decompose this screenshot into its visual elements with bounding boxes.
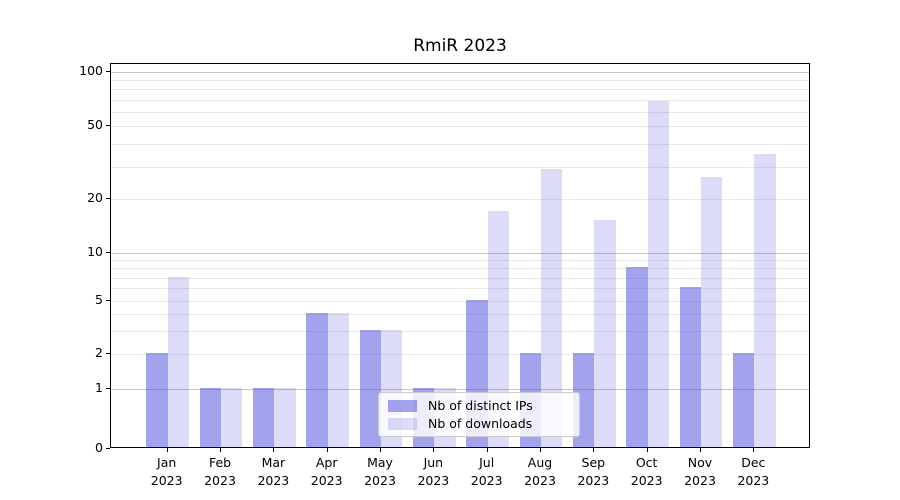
x-axis-tick	[700, 448, 701, 452]
bar-downloads	[541, 168, 563, 447]
x-axis-tick	[486, 448, 488, 452]
x-tick-label: Dec 2023	[737, 455, 770, 488]
legend-label: Nb of distinct IPs	[428, 397, 533, 413]
legend: Nb of distinct IPs Nb of downloads	[378, 392, 580, 437]
bar-downloads	[487, 210, 510, 447]
bar-downloads	[221, 388, 243, 447]
gridline-minor	[111, 288, 809, 290]
bar-distinct-ips	[146, 353, 168, 447]
gridline-minor	[111, 199, 809, 201]
gridline-minor	[111, 126, 809, 128]
legend-swatch-distinct-ips	[388, 399, 417, 412]
x-tick-label: Nov 2023	[684, 455, 716, 488]
gridline-minor	[111, 99, 809, 101]
bar-distinct-ips	[306, 312, 328, 447]
bar-downloads	[754, 153, 776, 447]
bar-downloads	[274, 388, 296, 447]
y-axis-tick	[106, 448, 110, 449]
x-tick-label: Oct 2023	[630, 455, 663, 488]
x-axis-tick	[220, 448, 222, 452]
gridline-major	[111, 389, 809, 391]
gridline-minor	[111, 80, 809, 82]
y-tick-label: 10	[87, 243, 103, 259]
x-axis-tick	[593, 448, 595, 452]
bar-distinct-ips	[732, 353, 755, 447]
gridline-major	[111, 252, 809, 254]
x-tick-label: Feb 2023	[204, 455, 236, 488]
bar-downloads	[647, 101, 670, 447]
gridline-minor	[111, 277, 809, 279]
y-tick-label: 50	[87, 117, 103, 133]
x-axis-tick	[166, 448, 168, 452]
y-tick-label: 5	[95, 292, 103, 307]
bar-distinct-ips	[359, 329, 381, 447]
bar-downloads	[594, 220, 616, 447]
y-axis-tick	[106, 300, 110, 301]
x-tick-label: Jul 2023	[470, 455, 503, 488]
y-tick-label: 1	[95, 380, 103, 396]
bar-distinct-ips	[626, 267, 648, 447]
gridline-minor	[111, 301, 809, 302]
y-axis-tick	[106, 388, 110, 390]
bar-downloads	[701, 177, 723, 447]
x-axis-tick	[433, 448, 435, 452]
y-axis-tick	[106, 198, 110, 200]
legend-entry: Nb of downloads	[388, 415, 579, 431]
gridline-minor	[111, 89, 809, 91]
gridline-minor	[111, 354, 809, 356]
bar-downloads	[167, 276, 190, 447]
x-axis-tick	[646, 448, 648, 452]
x-axis-tick	[273, 448, 275, 452]
bar-downloads	[327, 312, 350, 447]
y-tick-label: 100	[79, 63, 103, 78]
bar-distinct-ips	[252, 388, 275, 447]
x-tick-label: Sep 2023	[577, 455, 610, 488]
y-tick-label: 20	[87, 190, 103, 206]
y-axis-tick	[106, 353, 110, 355]
x-axis-tick	[753, 448, 755, 452]
x-tick-label: Jan 2023	[150, 455, 183, 488]
gridline-major	[111, 72, 809, 73]
x-axis-tick	[540, 448, 541, 452]
bar-distinct-ips	[199, 388, 222, 447]
x-tick-label: May 2023	[364, 455, 396, 488]
y-axis-tick	[106, 71, 110, 72]
gridline-minor	[111, 112, 809, 114]
y-axis-tick	[106, 125, 110, 127]
y-tick-label: 2	[95, 345, 103, 361]
x-tick-label: Apr 2023	[310, 455, 343, 488]
gridline-minor	[111, 166, 809, 168]
chart-title: RmiR 2023	[413, 36, 507, 56]
x-axis-tick	[326, 448, 328, 452]
gridline-minor	[111, 313, 809, 315]
x-tick-label: Aug 2023	[524, 455, 556, 488]
y-tick-label: 0	[95, 440, 103, 455]
plot-area	[110, 63, 810, 448]
x-tick-label: Mar 2023	[257, 455, 290, 488]
legend-label: Nb of downloads	[428, 415, 533, 431]
legend-swatch-downloads	[388, 417, 417, 430]
gridline-minor	[111, 268, 809, 270]
y-axis-tick	[106, 251, 110, 253]
legend-entry: Nb of distinct IPs	[388, 397, 579, 413]
x-tick-label: Jun 2023	[417, 455, 450, 488]
bar-distinct-ips	[679, 287, 701, 447]
x-axis-tick	[380, 448, 382, 452]
gridline-minor	[111, 330, 809, 332]
gridline-minor	[111, 260, 809, 262]
gridline-minor	[111, 144, 809, 146]
